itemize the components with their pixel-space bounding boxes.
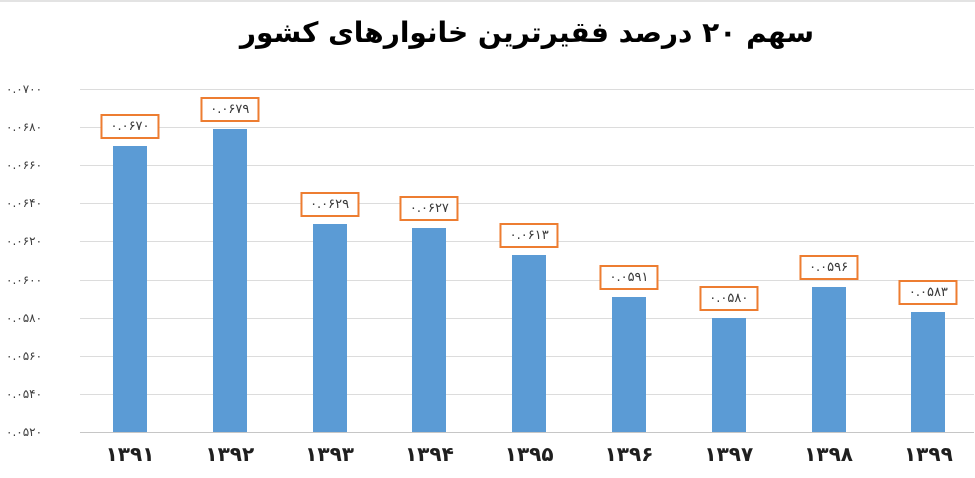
x-axis-tick-label: ۱۳۹۲ — [205, 442, 255, 466]
data-label: ۰.۰۵۸۰ — [699, 285, 759, 311]
bar — [312, 224, 347, 432]
data-label: ۰.۰۶۷۰ — [100, 114, 160, 140]
bar — [512, 254, 547, 432]
bar — [811, 287, 846, 432]
bar — [412, 228, 447, 432]
y-axis-tick-label: ۰.۰۵۸۰ — [6, 311, 43, 325]
bar — [212, 129, 247, 432]
y-axis-tick-label: ۰.۰۵۶۰ — [6, 349, 43, 363]
y-axis-tick-label: ۰.۰۷۰۰ — [6, 82, 43, 96]
data-label: ۰.۰۶۲۹ — [300, 192, 360, 218]
x-axis-tick-label: ۱۳۹۴ — [404, 442, 454, 466]
x-axis-tick-label: ۱۳۹۹ — [903, 442, 953, 466]
data-label: ۰.۰۶۲۷ — [399, 196, 459, 222]
bar — [113, 146, 147, 432]
gridline — [80, 165, 974, 166]
gridline — [80, 89, 974, 90]
y-axis-tick-label: ۰.۰۶۶۰ — [6, 158, 43, 172]
x-axis-tick-label: ۱۳۹۳ — [305, 442, 354, 466]
x-axis-tick-label: ۱۳۹۷ — [704, 442, 754, 466]
x-axis-tick-label: ۱۳۹۶ — [604, 442, 654, 466]
gridline — [80, 127, 974, 128]
x-axis-tick-label: ۱۳۹۵ — [504, 442, 554, 466]
x-axis-tick-label: ۱۳۹۸ — [804, 442, 853, 466]
bar — [911, 311, 946, 432]
chart-title: سهم ۲۰ درصد فقیرترین خانوارهای کشور — [239, 16, 815, 49]
gridline — [80, 203, 974, 204]
bar — [711, 317, 746, 432]
y-axis-tick-label: ۰.۰۵۲۰ — [6, 425, 43, 439]
data-label: ۰.۰۵۹۱ — [599, 264, 659, 290]
y-axis-tick-label: ۰.۰۵۴۰ — [6, 387, 43, 401]
x-axis-tick-label: ۱۳۹۱ — [105, 442, 155, 466]
bar — [612, 296, 646, 432]
y-axis-tick-label: ۰.۰۶۲۰ — [6, 234, 43, 248]
x-axis-line — [80, 432, 974, 433]
data-label: ۰.۰۵۸۳ — [898, 279, 958, 305]
y-axis-tick-label: ۰.۰۶۸۰ — [6, 120, 43, 134]
data-label: ۰.۰۵۹۶ — [799, 255, 859, 281]
y-axis-tick-label: ۰.۰۶۴۰ — [6, 196, 43, 210]
data-label: ۰.۰۶۱۳ — [499, 222, 559, 248]
plot-area: ۰.۰۶۷۰ ۰.۰۶۷۹ ۰.۰۶۲۹ ۰.۰۶۲۷ ۰.۰۶۱۳ ۰.۰۵۹۱ ۰.۰۵… — [80, 89, 974, 433]
data-label: ۰.۰۶۷۹ — [200, 97, 260, 123]
y-axis-tick-label: ۰.۰۶۰۰ — [6, 273, 43, 287]
